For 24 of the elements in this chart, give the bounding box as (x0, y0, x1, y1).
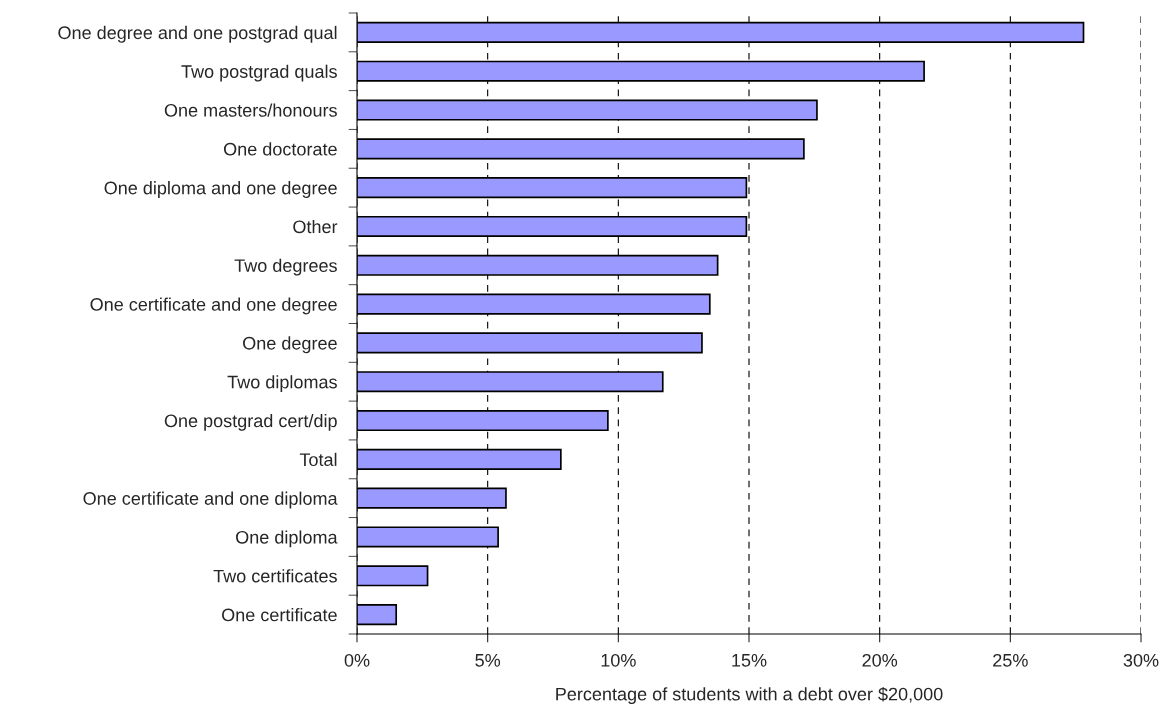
y-tick-label: One certificate (222, 608, 337, 622)
x-tick-label: 20% (862, 653, 898, 667)
y-tick-label: Total (299, 452, 337, 467)
y-tick-label: One certificate and one diploma (83, 491, 338, 509)
y-tick-label: One degree (243, 336, 337, 354)
y-tick-label: Two diplomas (227, 375, 337, 393)
y-tick-label: Two postgrad quals (181, 64, 337, 82)
y-tick-label: Other (293, 219, 338, 234)
x-axis-title: Percentage of students with a debt over $20,000 (556, 686, 943, 705)
y-tick-label: One doctorate (223, 142, 337, 156)
y-tick-label: One diploma and one degree (104, 181, 337, 198)
y-tick-label: One degree and one postgrad qual (58, 25, 337, 43)
y-tick-label: One certificate and one degree (90, 297, 337, 315)
x-tick-label: 5% (475, 654, 501, 667)
x-tick-label: 15% (732, 654, 767, 667)
x-tick-label: 25% (993, 653, 1028, 667)
y-tick-label: One diploma (236, 530, 338, 548)
y-tick-label: One postgrad cert/dip (164, 413, 337, 431)
x-tick-label: 30% (1123, 653, 1159, 667)
y-tick-label: Two degrees (234, 258, 337, 276)
x-tick-label: 10% (601, 653, 636, 667)
y-tick-label: One masters/honours (164, 103, 337, 117)
x-tick-label: 0% (344, 653, 370, 667)
y-tick-label: Two certificates (213, 569, 337, 583)
